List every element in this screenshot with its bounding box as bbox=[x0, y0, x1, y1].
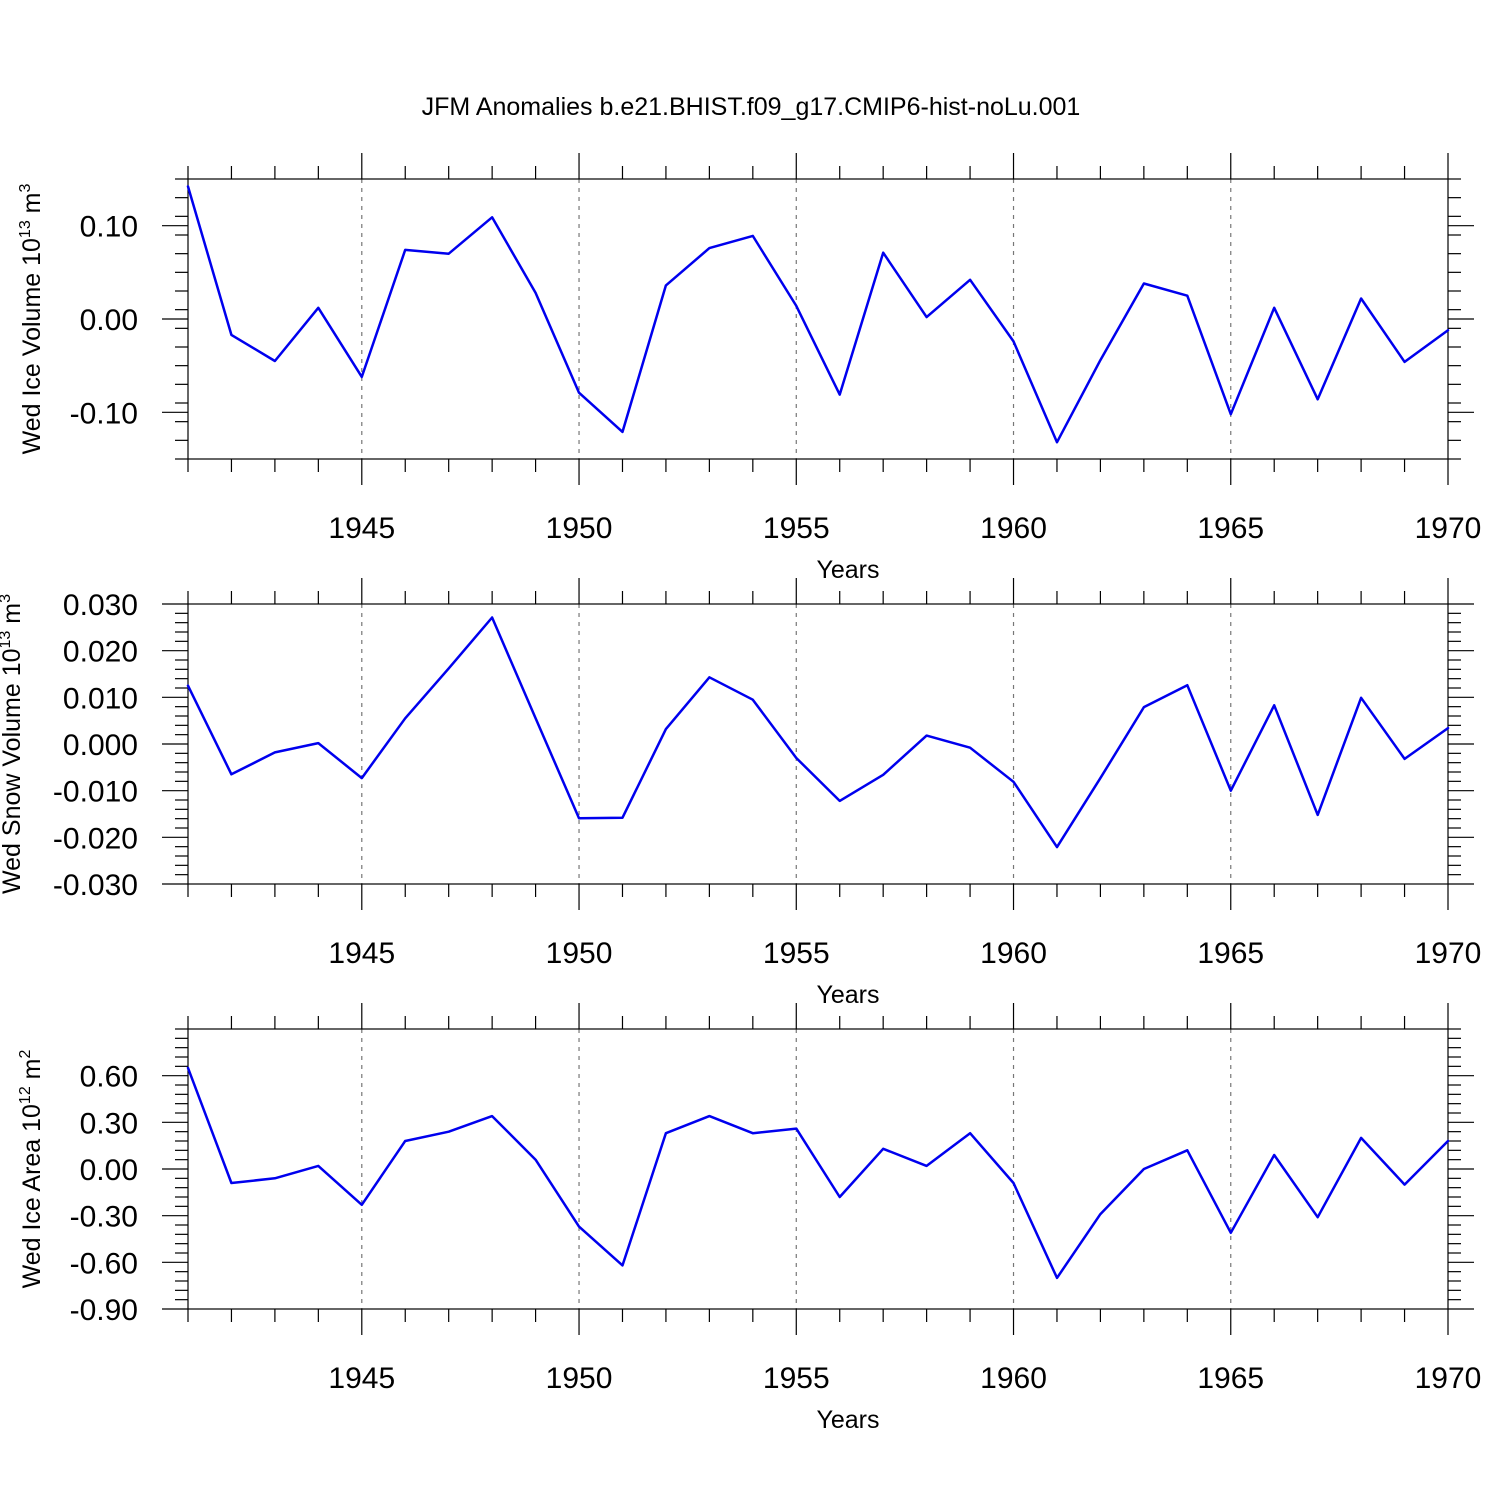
panels: 1945 1950 1955 1960 1965 1970 -0.10 0.00 0.10 Yea… bbox=[0, 153, 1481, 1434]
y-axis-label: Wed Ice Area 1012 m2 bbox=[17, 1049, 46, 1288]
x-tick-label: 1950 bbox=[546, 1362, 613, 1395]
x-tick-label: 1945 bbox=[328, 512, 395, 545]
x-tick-label: 1945 bbox=[328, 1362, 395, 1395]
y-tick-label: 0.00 bbox=[80, 304, 138, 337]
x-tick-label: 1950 bbox=[546, 937, 613, 970]
y-axis-label: Wed Snow Volume 1013 m3 bbox=[0, 594, 26, 894]
series-line bbox=[186, 185, 1450, 444]
y-tick-label: -0.010 bbox=[53, 776, 138, 809]
figure-title: JFM Anomalies b.e21.BHIST.f09_g17.CMIP6-… bbox=[422, 93, 1081, 121]
x-tick-label: 1955 bbox=[763, 1362, 830, 1395]
y-tick-label: 0.020 bbox=[63, 636, 138, 669]
y-tick-label: -0.60 bbox=[70, 1247, 138, 1280]
y-tick-label: -0.030 bbox=[53, 869, 138, 902]
y-tick-label: 0.000 bbox=[63, 729, 138, 762]
x-tick-label: 1970 bbox=[1415, 937, 1482, 970]
series-line bbox=[186, 1066, 1450, 1280]
y-axis-label-superscript: 12 bbox=[17, 1086, 34, 1104]
y-axis-label-part: Wed Ice Area 10 bbox=[18, 1104, 46, 1288]
x-axis-label: Years bbox=[816, 981, 879, 1009]
x-tick-label: 1955 bbox=[763, 937, 830, 970]
y-axis-label-part: Wed Snow Volume 10 bbox=[0, 648, 26, 894]
y-axis-label-part: m bbox=[18, 192, 46, 220]
x-tick-label: 1970 bbox=[1415, 512, 1482, 545]
x-tick-label: 1960 bbox=[980, 512, 1047, 545]
panel-3: 1945 1950 1955 1960 1965 1970 -0.90 -0.60 -0.30 0… bbox=[17, 1003, 1481, 1434]
y-tick-label: 0.30 bbox=[80, 1107, 138, 1140]
y-axis-label-superscript: 13 bbox=[0, 631, 14, 649]
x-tick-label: 1965 bbox=[1197, 937, 1264, 970]
y-tick-label: 0.60 bbox=[80, 1061, 138, 1094]
series-line bbox=[186, 616, 1450, 849]
y-axis-label-superscript: 3 bbox=[17, 183, 34, 192]
x-axis-label: Years bbox=[816, 556, 879, 584]
y-tick-label: -0.10 bbox=[70, 397, 138, 430]
x-tick-label: 1965 bbox=[1197, 512, 1264, 545]
y-tick-label: 0.010 bbox=[63, 682, 138, 715]
panel-2: 1945 1950 1955 1960 1965 1970 -0.030 -0.020 -0.0… bbox=[0, 578, 1481, 1009]
y-axis-label-part: Wed Ice Volume 10 bbox=[18, 238, 46, 454]
y-axis-label-superscript: 13 bbox=[17, 220, 34, 238]
x-tick-label: 1965 bbox=[1197, 1362, 1264, 1395]
plot-frame bbox=[187, 178, 1449, 460]
y-tick-label: 0.10 bbox=[80, 211, 138, 244]
x-axis-label: Years bbox=[816, 1406, 879, 1434]
x-tick-label: 1945 bbox=[328, 937, 395, 970]
y-tick-label: 0.00 bbox=[80, 1154, 138, 1187]
y-tick-label: -0.020 bbox=[53, 822, 138, 855]
y-axis-label-superscript: 3 bbox=[0, 594, 14, 603]
x-tick-label: 1960 bbox=[980, 937, 1047, 970]
plot-frame bbox=[187, 1028, 1449, 1310]
x-tick-label: 1955 bbox=[763, 512, 830, 545]
x-tick-label: 1950 bbox=[546, 512, 613, 545]
x-tick-label: 1970 bbox=[1415, 1362, 1482, 1395]
y-axis-label: Wed Ice Volume 1013 m3 bbox=[17, 183, 46, 454]
y-axis-label-part: m bbox=[18, 1058, 46, 1086]
y-axis-label-superscript: 2 bbox=[17, 1049, 34, 1058]
panel-1: 1945 1950 1955 1960 1965 1970 -0.10 0.00 0.10 Yea… bbox=[17, 153, 1481, 584]
y-tick-label: -0.30 bbox=[70, 1201, 138, 1234]
y-tick-label: -0.90 bbox=[70, 1294, 138, 1327]
plot-frame bbox=[187, 603, 1449, 885]
y-tick-label: 0.030 bbox=[63, 589, 138, 622]
y-axis-label-part: m bbox=[0, 603, 26, 631]
x-tick-label: 1960 bbox=[980, 1362, 1047, 1395]
